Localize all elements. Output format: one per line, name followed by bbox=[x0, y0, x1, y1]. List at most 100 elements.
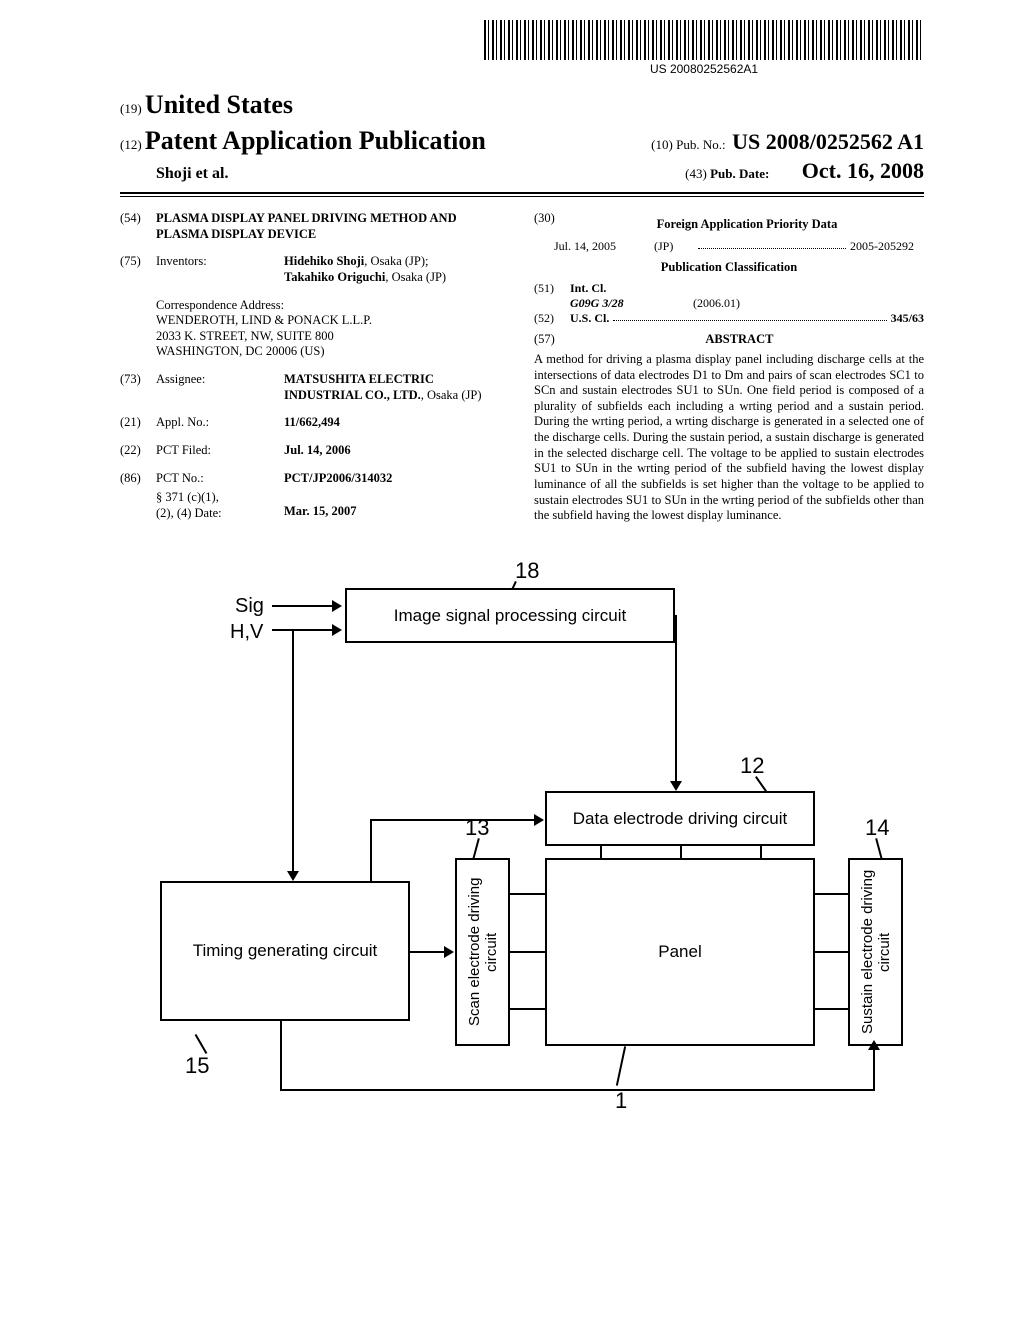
line-image-down bbox=[675, 615, 677, 783]
label-12: 12 bbox=[740, 753, 764, 779]
abstract-code: (57) bbox=[534, 332, 555, 348]
box-data-electrode: Data electrode driving circuit bbox=[545, 791, 815, 846]
biblio-columns: (54) PLASMA DISPLAY PANEL DRIVING METHOD… bbox=[120, 211, 924, 533]
lead-1 bbox=[616, 1047, 626, 1087]
arrow-timing-scan bbox=[410, 951, 446, 953]
line-scan-panel-1 bbox=[510, 893, 545, 895]
line-hv-down bbox=[292, 629, 294, 873]
line-data-panel-3 bbox=[760, 846, 762, 858]
right-column: (30) Foreign Application Priority Data J… bbox=[534, 211, 924, 533]
barcode-text: US 20080252562A1 bbox=[484, 62, 924, 76]
inventor-name-2: Takahiko Origuchi bbox=[284, 270, 385, 284]
arrow-sustain-up bbox=[873, 1048, 875, 1050]
line-panel-sustain-3 bbox=[815, 1008, 848, 1010]
left-column: (54) PLASMA DISPLAY PANEL DRIVING METHOD… bbox=[120, 211, 510, 533]
arrow-image-down bbox=[675, 781, 677, 783]
s371-blank bbox=[120, 490, 156, 521]
line-sustain-up bbox=[873, 1046, 875, 1091]
pct-no-code: (86) bbox=[120, 471, 156, 487]
authors: Shoji et al. bbox=[120, 165, 228, 183]
pct-no-field: (86) PCT No.: PCT/JP2006/314032 bbox=[120, 471, 510, 487]
pct-filed-field: (22) PCT Filed: Jul. 14, 2006 bbox=[120, 443, 510, 459]
foreign-code: (30) bbox=[534, 211, 570, 239]
assignee-rest: , Osaka (JP) bbox=[421, 388, 482, 402]
arrow-hv-down bbox=[292, 871, 294, 873]
lead-13 bbox=[472, 838, 480, 860]
inventors-code: (75) bbox=[120, 254, 156, 285]
pub-no-code: (10) bbox=[651, 137, 673, 152]
appl-no: 11/662,494 bbox=[284, 415, 510, 431]
assignee-label: Assignee: bbox=[156, 372, 284, 403]
pct-no-label: PCT No.: bbox=[156, 471, 284, 487]
intcl-code: (51) bbox=[534, 281, 570, 296]
line-panel-sustain-2 bbox=[815, 951, 848, 953]
header: (19) United States (12) Patent Applicati… bbox=[120, 90, 924, 184]
header-country-line: (19) United States bbox=[120, 90, 924, 120]
line-panel-sustain-1 bbox=[815, 893, 848, 895]
inventors-label: Inventors: bbox=[156, 254, 284, 285]
assignee-code: (73) bbox=[120, 372, 156, 403]
foreign-cc: (JP) bbox=[654, 239, 694, 254]
arrow-timing-data bbox=[532, 819, 536, 821]
rule-thin bbox=[120, 196, 924, 197]
label-18: 18 bbox=[515, 558, 539, 584]
line-bottom bbox=[280, 1089, 875, 1091]
correspondence-address: Correspondence Address: WENDEROTH, LIND … bbox=[156, 298, 510, 361]
pub-date-code: (43) bbox=[685, 166, 707, 181]
intcl-class-row: G09G 3/28 (2006.01) bbox=[570, 296, 924, 311]
kind-code: (12) bbox=[120, 137, 142, 152]
uscl-dots bbox=[613, 311, 886, 321]
assignee: MATSUSHITA ELECTRIC INDUSTRIAL CO., LTD.… bbox=[284, 372, 510, 403]
country-code: (19) bbox=[120, 101, 142, 116]
line-timing-up bbox=[370, 819, 372, 883]
foreign-heading: Foreign Application Priority Data bbox=[570, 217, 924, 233]
intcl-label: Int. Cl. bbox=[570, 281, 606, 296]
foreign-priority-row: Jul. 14, 2005 (JP) 2005-205292 bbox=[534, 239, 924, 254]
intcl-date: (2006.01) bbox=[693, 296, 740, 310]
pct-no: PCT/JP2006/314032 bbox=[284, 471, 510, 487]
s371-line-1: § 371 (c)(1), bbox=[156, 490, 284, 506]
country: United States bbox=[145, 90, 293, 119]
foreign-heading-row: (30) Foreign Application Priority Data bbox=[534, 211, 924, 239]
box-scan-text: Scan electrode driving circuit bbox=[466, 860, 500, 1044]
label-1: 1 bbox=[615, 1088, 627, 1114]
appl-no-field: (21) Appl. No.: 11/662,494 bbox=[120, 415, 510, 431]
barcode bbox=[484, 20, 924, 60]
foreign-num: 2005-205292 bbox=[850, 239, 914, 254]
box-panel: Panel bbox=[545, 858, 815, 1046]
s371-line-2: (2), (4) Date: bbox=[156, 506, 284, 522]
inventor-name-1: Hidehiko Shoji bbox=[284, 254, 364, 268]
arrow-sig bbox=[272, 605, 334, 607]
assignee-bold: MATSUSHITA ELECTRIC INDUSTRIAL CO., LTD. bbox=[284, 372, 434, 402]
lead-14 bbox=[875, 838, 883, 860]
pub-date: Oct. 16, 2008 bbox=[802, 158, 924, 183]
inventors-field: (75) Inventors: Hidehiko Shoji, Osaka (J… bbox=[120, 254, 510, 285]
pub-date-line: (43) Pub. Date: Oct. 16, 2008 bbox=[685, 158, 924, 184]
appl-code: (21) bbox=[120, 415, 156, 431]
pct-filed: Jul. 14, 2006 bbox=[284, 443, 510, 459]
line-timing-right-1 bbox=[370, 819, 534, 821]
pct-filed-code: (22) bbox=[120, 443, 156, 459]
corr-line-3: WASHINGTON, DC 20006 (US) bbox=[156, 344, 510, 360]
line-data-panel-1 bbox=[600, 846, 602, 858]
intcl-row: (51) Int. Cl. bbox=[534, 281, 924, 296]
figure-diagram: Sig H,V 18 12 13 14 15 1 Image signal pr… bbox=[120, 563, 924, 1123]
pub-no: US 2008/0252562 A1 bbox=[732, 129, 924, 154]
intcl-class: G09G 3/28 bbox=[570, 296, 690, 311]
uscl-label: U.S. Cl. bbox=[570, 311, 609, 326]
line-data-panel-2 bbox=[680, 846, 682, 858]
abstract-heading-row: (57) ABSTRACT bbox=[534, 332, 924, 348]
corr-line-2: 2033 K. STREET, NW, SUITE 800 bbox=[156, 329, 510, 345]
appl-label: Appl. No.: bbox=[156, 415, 284, 431]
barcode-region: US 20080252562A1 bbox=[484, 20, 924, 76]
doc-type: Patent Application Publication bbox=[145, 126, 486, 155]
line-scan-panel-2 bbox=[510, 951, 545, 953]
box-sustain-text: Sustain electrode driving circuit bbox=[859, 860, 893, 1044]
foreign-dots bbox=[698, 239, 846, 249]
title-code: (54) bbox=[120, 211, 156, 242]
uscl-code: (52) bbox=[534, 311, 570, 326]
pct-filed-label: PCT Filed: bbox=[156, 443, 284, 459]
line-scan-panel-3 bbox=[510, 1008, 545, 1010]
assignee-field: (73) Assignee: MATSUSHITA ELECTRIC INDUS… bbox=[120, 372, 510, 403]
lead-15 bbox=[195, 1034, 208, 1054]
